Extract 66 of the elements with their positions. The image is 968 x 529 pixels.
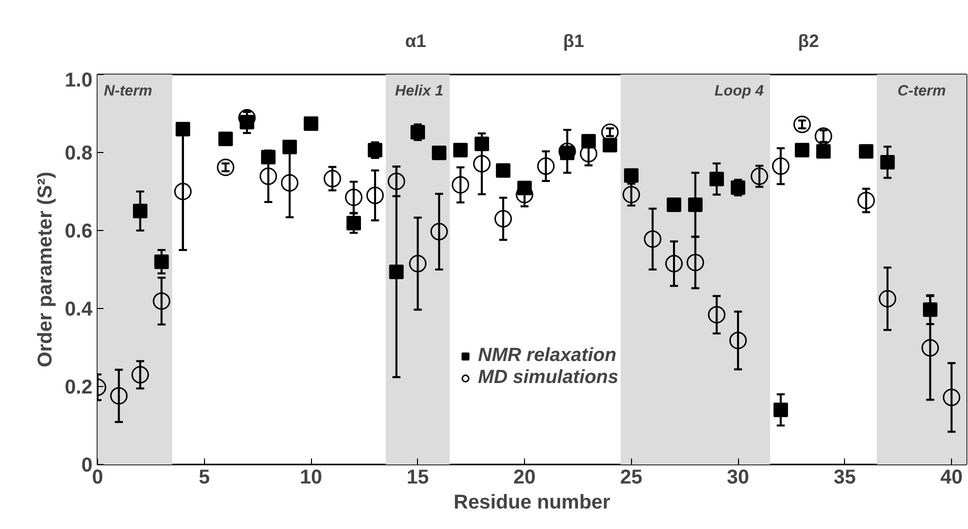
point (324, 170, 342, 188)
y-tick-label: 0.2 (64, 376, 93, 398)
x-tick-label: 10 (300, 466, 322, 488)
point (110, 387, 128, 405)
point (816, 144, 831, 159)
point (858, 144, 874, 159)
point (453, 142, 468, 158)
x-tick-label: 30 (726, 466, 750, 488)
x-tick-label: 20 (513, 466, 536, 488)
point (473, 155, 491, 173)
y-axis-title: Order parameter (S²) (34, 172, 57, 368)
y-tick-label: 0.8 (64, 142, 93, 164)
point (494, 210, 512, 228)
point (921, 339, 939, 357)
text: α1 (405, 30, 426, 51)
y-tick-label: 0.6 (64, 220, 93, 242)
band-label: Loop 4 (714, 82, 764, 100)
text: β1 (563, 30, 584, 51)
y-tick-label: 0.4 (64, 298, 94, 320)
x-tick-label: 35 (834, 466, 856, 488)
x-tick-label: 25 (620, 466, 642, 488)
point (942, 388, 960, 406)
point (665, 254, 683, 272)
x-tick-label: 15 (406, 466, 429, 488)
point (878, 290, 896, 308)
x-tick-label: 40 (940, 466, 963, 488)
point (750, 168, 768, 186)
point (174, 182, 192, 200)
point (729, 332, 747, 350)
point (622, 186, 640, 204)
band-label: C-term (897, 82, 946, 100)
legend-label: NMR relaxation (478, 345, 616, 367)
point (304, 116, 318, 131)
point (794, 142, 810, 158)
point (409, 254, 427, 272)
point (366, 186, 384, 204)
point (344, 188, 362, 206)
point (496, 163, 510, 178)
point (708, 306, 726, 324)
point (280, 174, 298, 192)
band-label: N-term (104, 82, 152, 100)
text: β2 (798, 30, 819, 51)
point (814, 127, 832, 145)
point (218, 132, 233, 146)
point (432, 146, 446, 160)
point (644, 230, 662, 248)
point (452, 176, 470, 194)
x-tick-label: 5 (198, 466, 210, 488)
point (131, 366, 149, 384)
point (282, 140, 297, 154)
point (216, 158, 234, 176)
point (793, 116, 811, 134)
legend-label: MD simulations (478, 367, 618, 389)
point (152, 292, 170, 310)
point (537, 157, 555, 175)
x-axis-title: Residue number (454, 492, 611, 514)
y-tick-label: 1.0 (64, 70, 93, 92)
point (602, 138, 618, 152)
point (857, 192, 875, 210)
point (388, 172, 406, 190)
point (260, 168, 278, 186)
point (666, 198, 682, 212)
point (686, 254, 704, 272)
band-label: Helix 1 (395, 82, 444, 100)
point (430, 222, 448, 240)
point (772, 157, 790, 175)
